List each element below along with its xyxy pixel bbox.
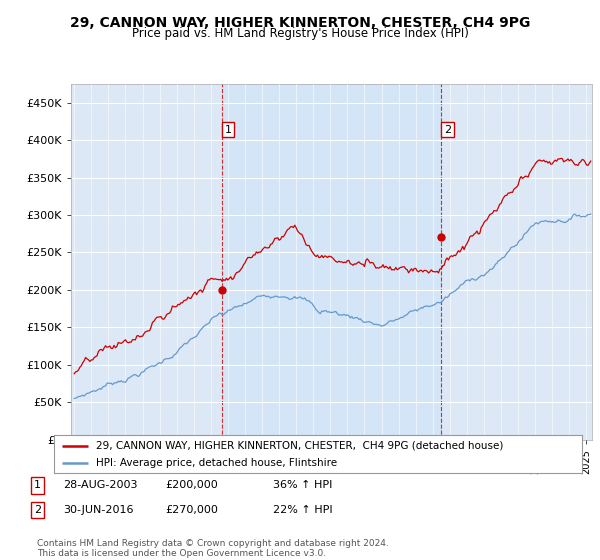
Text: 29, CANNON WAY, HIGHER KINNERTON, CHESTER,  CH4 9PG (detached house): 29, CANNON WAY, HIGHER KINNERTON, CHESTE… [96,441,503,451]
Bar [222,84,442,440]
Text: 29, CANNON WAY, HIGHER KINNERTON, CHESTER, CH4 9PG: 29, CANNON WAY, HIGHER KINNERTON, CHESTE… [70,16,530,30]
Text: 22% ↑ HPI: 22% ↑ HPI [273,505,332,515]
Text: £270,000: £270,000 [165,505,218,515]
Text: 36% ↑ HPI: 36% ↑ HPI [273,480,332,491]
Text: 1: 1 [34,480,41,491]
Text: Price paid vs. HM Land Registry's House Price Index (HPI): Price paid vs. HM Land Registry's House … [131,27,469,40]
Text: 1: 1 [224,125,232,134]
Text: HPI: Average price, detached house, Flintshire: HPI: Average price, detached house, Flin… [96,458,337,468]
Text: £200,000: £200,000 [165,480,218,491]
Text: 2: 2 [34,505,41,515]
Text: 2: 2 [444,125,451,134]
Text: 30-JUN-2016: 30-JUN-2016 [63,505,133,515]
Text: Contains HM Land Registry data © Crown copyright and database right 2024.
This d: Contains HM Land Registry data © Crown c… [37,539,389,558]
Text: 28-AUG-2003: 28-AUG-2003 [63,480,137,491]
